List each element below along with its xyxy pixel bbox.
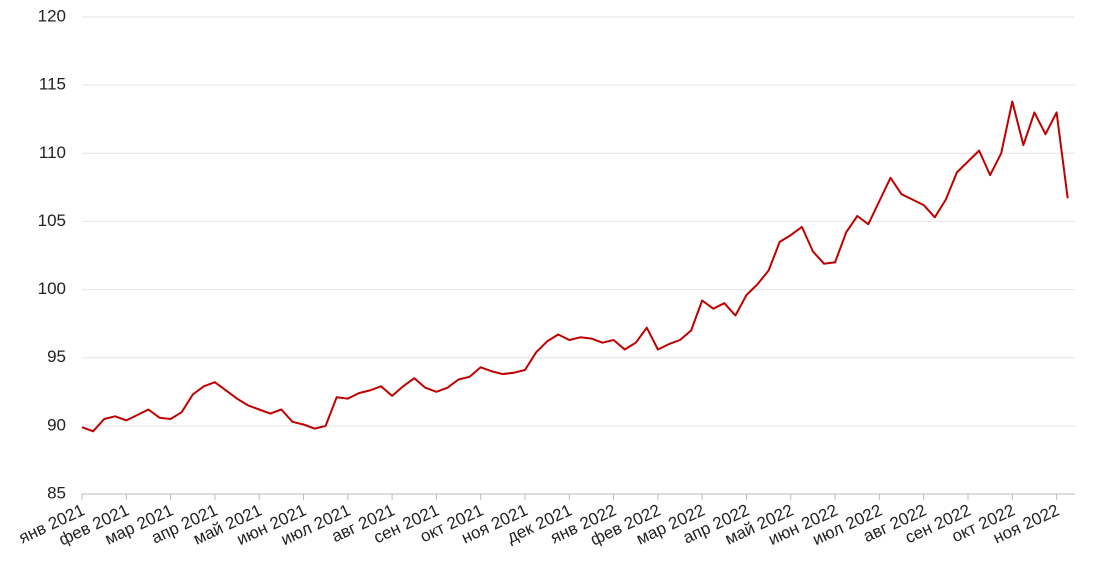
y-tick-label: 85	[47, 483, 66, 502]
y-tick-label: 100	[38, 279, 66, 298]
data-line	[81, 100, 1069, 433]
y-tick-label: 115	[39, 75, 66, 94]
y-tick-label: 110	[39, 143, 66, 162]
y-tick-label: 120	[38, 6, 66, 25]
y-tick-label: 95	[47, 347, 66, 366]
y-tick-label: 105	[38, 211, 66, 230]
y-tick-label: 90	[47, 415, 66, 434]
